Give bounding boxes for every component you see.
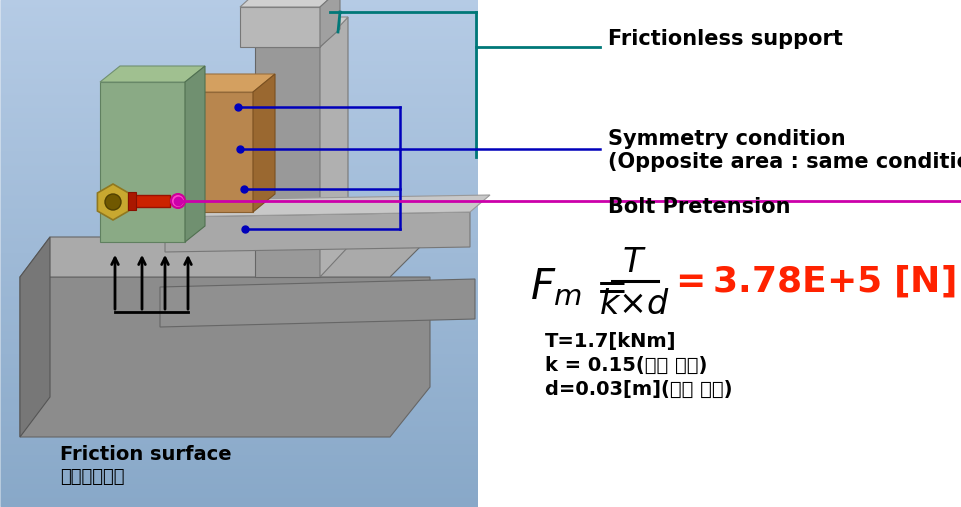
- Polygon shape: [20, 277, 430, 437]
- Text: Symmetry condition: Symmetry condition: [607, 129, 845, 149]
- Bar: [130, 195, 170, 207]
- Polygon shape: [97, 184, 129, 220]
- Polygon shape: [239, 0, 339, 7]
- Text: (Opposite area : same condition): (Opposite area : same condition): [607, 152, 961, 172]
- Text: $\mathbf{= 3.78E{+}5 \ [N]}$: $\mathbf{= 3.78E{+}5 \ [N]}$: [667, 263, 954, 299]
- Circle shape: [171, 194, 185, 208]
- Text: $=$: $=$: [587, 268, 626, 306]
- Text: $\mathit{T}$: $\mathit{T}$: [621, 246, 646, 279]
- Polygon shape: [178, 92, 253, 212]
- Circle shape: [105, 194, 121, 210]
- Polygon shape: [20, 237, 50, 437]
- Text: （마찰계수）: （마찰계수）: [60, 468, 124, 486]
- Polygon shape: [160, 279, 475, 327]
- Text: $\mathit{F_m}$: $\mathit{F_m}$: [530, 266, 581, 308]
- Polygon shape: [320, 17, 348, 277]
- Polygon shape: [255, 47, 320, 277]
- Bar: [478, 0, 961, 507]
- Text: Frictionless support: Frictionless support: [607, 29, 842, 49]
- Polygon shape: [185, 66, 205, 242]
- Polygon shape: [100, 66, 205, 82]
- Text: k = 0.15(토크 계수): k = 0.15(토크 계수): [545, 355, 706, 375]
- Polygon shape: [20, 237, 430, 277]
- Bar: [128, 192, 136, 210]
- Text: Bolt Pretension: Bolt Pretension: [607, 197, 790, 217]
- Text: Friction surface: Friction surface: [60, 446, 232, 464]
- Polygon shape: [255, 17, 348, 47]
- Text: d=0.03[m](벌트 직경): d=0.03[m](벌트 직경): [545, 380, 731, 399]
- Polygon shape: [320, 0, 339, 47]
- Polygon shape: [165, 212, 470, 252]
- Polygon shape: [239, 7, 320, 47]
- Text: T=1.7[kNm]: T=1.7[kNm]: [545, 333, 676, 351]
- Polygon shape: [253, 74, 275, 212]
- Polygon shape: [165, 195, 489, 217]
- Text: $\mathit{k{\times}d}$: $\mathit{k{\times}d}$: [598, 288, 669, 321]
- Polygon shape: [178, 74, 275, 92]
- Polygon shape: [100, 82, 185, 242]
